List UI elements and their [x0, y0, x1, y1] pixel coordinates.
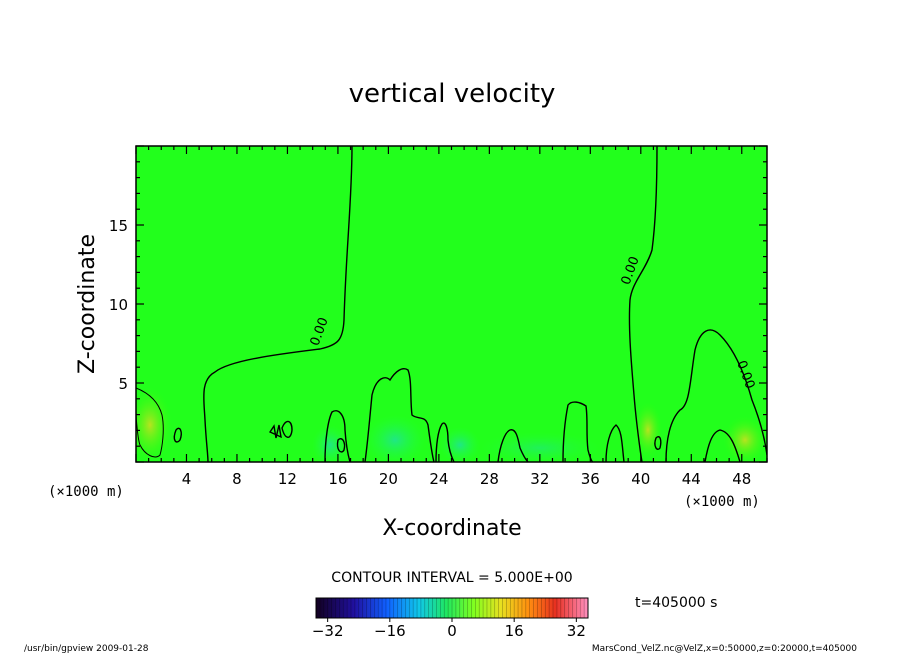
contour-line [136, 387, 164, 458]
colorbar-stripes [319, 598, 585, 618]
y-tick-label: 10 [109, 296, 128, 314]
chart-title: vertical velocity [349, 79, 556, 109]
contour-line [203, 146, 353, 462]
cool-patch [365, 415, 425, 462]
warm-patch [723, 416, 767, 462]
colorbar-tick-label: −16 [374, 622, 406, 640]
footer-left: /usr/bin/gpview 2009-01-28 [24, 644, 149, 654]
x-tick-label: 24 [429, 470, 448, 488]
x-tick-label: 36 [581, 470, 600, 488]
color-field [136, 387, 767, 462]
x-tick-label: 4 [182, 470, 192, 488]
x-unit-label: (×1000 m) [684, 494, 760, 510]
contour-line [336, 438, 346, 453]
x-tick-label: 16 [328, 470, 347, 488]
contour-line [173, 427, 182, 443]
contour-line [605, 424, 625, 462]
x-tick-label: 8 [232, 470, 242, 488]
colorbar-tick-label: 0 [447, 622, 457, 640]
contour-line [654, 436, 662, 450]
warm-patch [136, 387, 172, 462]
colorbar-fill [316, 598, 588, 618]
y-axis-label: Z-coordinate [75, 234, 100, 374]
contour-line [435, 422, 455, 462]
y-tick-label: 15 [109, 217, 128, 235]
y-tick-label: 5 [118, 375, 128, 393]
x-axis-label: X-coordinate [382, 516, 521, 541]
colorbar-tick-label: 16 [505, 622, 524, 640]
contour-line [665, 329, 767, 462]
cool-patch [312, 425, 348, 462]
plot-background [136, 146, 767, 462]
cool-patch [480, 432, 600, 462]
x-tick-label: 48 [732, 470, 751, 488]
x-tick-label: 32 [530, 470, 549, 488]
x-tick-label: 28 [480, 470, 499, 488]
contour-line [324, 410, 351, 462]
x-tick-label: 12 [278, 470, 297, 488]
cool-patch [440, 427, 480, 462]
contour-interval: CONTOUR INTERVAL = 5.000E+00 [331, 570, 572, 586]
colorbar: −32 −16 0 16 32 [312, 597, 589, 640]
x-tick-label: 20 [379, 470, 398, 488]
colorbar-ticks: −32 −16 0 16 32 [312, 618, 586, 640]
contour-line [364, 368, 435, 462]
colorbar-tick-label: 32 [567, 622, 586, 640]
contour-line [704, 429, 741, 462]
contour-line [628, 146, 658, 462]
colorbar-tick-label: −32 [312, 622, 344, 640]
x-tick-label: 44 [682, 470, 701, 488]
plot-area: 0.00 0.00 0.00 [135, 145, 768, 463]
contour-line [268, 420, 293, 439]
contour-line [497, 429, 529, 462]
x-tick-label: 40 [631, 470, 650, 488]
y-unit-label: (×1000 m) [48, 484, 124, 500]
footer-right: MarsCond_VelZ.nc@VelZ,x=0:50000,z=0:2000… [592, 644, 857, 654]
time-label: t=405000 s [635, 595, 717, 611]
